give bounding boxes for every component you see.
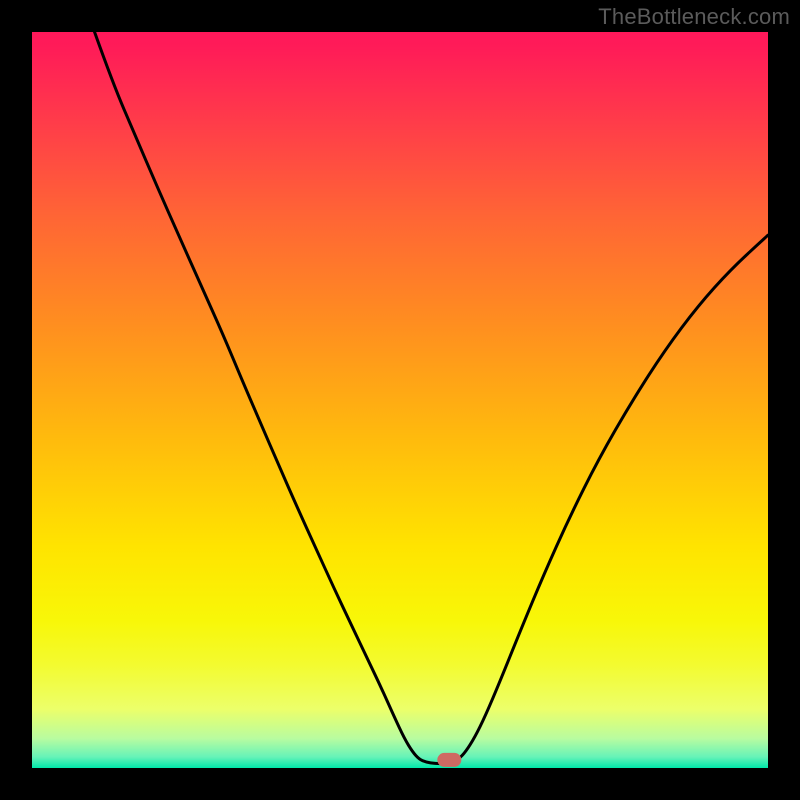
chart-background bbox=[32, 32, 768, 768]
bottleneck-chart bbox=[0, 0, 800, 800]
optimum-marker bbox=[437, 753, 461, 767]
watermark-text: TheBottleneck.com bbox=[598, 4, 790, 30]
